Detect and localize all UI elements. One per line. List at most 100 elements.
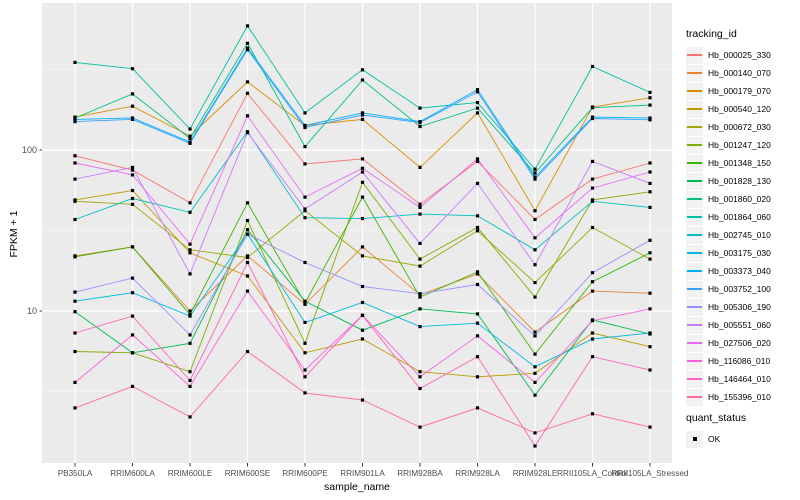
- data-point: [303, 375, 307, 379]
- data-point: [418, 375, 422, 379]
- data-point: [130, 117, 135, 121]
- legend-item: Hb_001828_130: [686, 172, 800, 190]
- data-point: [245, 218, 250, 223]
- x-tick-label: RRIM600PE: [282, 469, 328, 478]
- data-point: [648, 190, 652, 194]
- data-point: [590, 186, 595, 190]
- legend-item-label: Hb_003175_030: [708, 248, 771, 258]
- legend-item: Hb_003752_100: [686, 280, 800, 298]
- data-point: [303, 162, 307, 166]
- data-point: [303, 207, 307, 211]
- legend-title-quant-status: quant_status: [686, 412, 747, 424]
- series-color-swatch-icon: [686, 244, 703, 262]
- series-color-swatch-icon: [686, 190, 703, 208]
- data-point: [303, 391, 307, 395]
- data-point: [73, 154, 77, 158]
- data-point: [73, 161, 77, 165]
- series-color-swatch-icon: [686, 316, 703, 334]
- data-point: [130, 384, 135, 388]
- data-point: [73, 255, 77, 259]
- legend-item-label: Hb_001860_020: [708, 194, 771, 204]
- data-point: [188, 134, 192, 138]
- data-point: [245, 201, 250, 205]
- legend-item: Hb_000025_330: [686, 46, 800, 64]
- data-point: [360, 254, 365, 258]
- x-tick-label: PB350LA: [58, 469, 93, 478]
- data-point: [533, 371, 537, 375]
- data-point: [648, 96, 652, 100]
- data-point: [73, 120, 77, 124]
- data-point: [360, 195, 365, 199]
- data-point: [73, 199, 77, 203]
- data-point: [418, 264, 422, 268]
- data-point: [188, 136, 192, 140]
- legend-item-label: Hb_027506_020: [708, 338, 771, 348]
- data-point: [418, 386, 422, 391]
- legend-item-label: Hb_000140_070: [708, 68, 771, 78]
- data-point: [245, 260, 250, 265]
- data-point: [475, 312, 480, 316]
- data-point: [188, 314, 192, 318]
- legend-item: Hb_116086_010: [686, 352, 800, 370]
- data-point: [590, 64, 595, 69]
- data-point: [648, 118, 652, 122]
- legend-item-label: Hb_005306_190: [708, 302, 771, 312]
- legend-item: Hb_027506_020: [686, 334, 800, 352]
- legend-item: Hb_000672_030: [686, 118, 800, 136]
- series-color-swatch-icon: [686, 208, 703, 226]
- data-point: [475, 270, 480, 274]
- data-point: [418, 165, 422, 169]
- data-point: [245, 41, 250, 45]
- data-point: [475, 88, 480, 92]
- data-point: [475, 355, 480, 359]
- series-color-swatch-icon: [686, 226, 703, 244]
- data-point: [360, 313, 365, 317]
- data-point: [130, 276, 135, 280]
- legend-item: Hb_003373_040: [686, 262, 800, 280]
- data-point: [418, 257, 422, 261]
- data-point: [73, 310, 77, 314]
- legend-item: Hb_146464_010: [686, 370, 800, 388]
- data-point: [245, 349, 250, 354]
- data-point: [73, 406, 77, 410]
- data-point: [590, 177, 595, 181]
- data-point: [73, 177, 77, 181]
- series-color-swatch-icon: [686, 46, 703, 64]
- data-point: [360, 78, 365, 82]
- data-point: [648, 90, 652, 94]
- data-point: [303, 123, 307, 128]
- data-point: [360, 117, 365, 121]
- series-color-swatch-icon: [686, 280, 703, 298]
- legend-item-ok: OK: [686, 430, 800, 448]
- data-point: [130, 104, 135, 108]
- data-point: [130, 291, 135, 295]
- data-point: [245, 232, 250, 236]
- data-point: [418, 124, 422, 129]
- data-point: [475, 375, 480, 379]
- series-color-swatch-icon: [686, 352, 703, 370]
- data-point: [533, 177, 537, 181]
- series-color-swatch-icon: [686, 136, 703, 154]
- legend-item: Hb_000540_120: [686, 100, 800, 118]
- data-point: [360, 113, 365, 117]
- data-point: [418, 292, 422, 296]
- series-color-swatch-icon: [686, 100, 703, 118]
- data-point: [303, 368, 307, 372]
- legend: tracking_id Hb_000025_330 Hb_000140_070 Hb…: [686, 28, 800, 448]
- data-point: [648, 181, 652, 185]
- data-point: [188, 141, 192, 145]
- data-point: [648, 345, 652, 349]
- series-color-swatch-icon: [686, 388, 703, 406]
- x-tick-label: RRII105LA_Control: [557, 469, 628, 478]
- series-color-swatch-icon: [686, 172, 703, 190]
- data-point: [648, 161, 652, 165]
- data-point: [303, 341, 307, 345]
- x-tick-label: RRII105LA_Stressed: [612, 469, 689, 478]
- data-point: [303, 351, 307, 355]
- data-point: [360, 157, 365, 161]
- data-point: [590, 412, 595, 416]
- legend-item: Hb_001860_020: [686, 190, 800, 208]
- data-point: [188, 210, 192, 214]
- data-point: [418, 202, 422, 206]
